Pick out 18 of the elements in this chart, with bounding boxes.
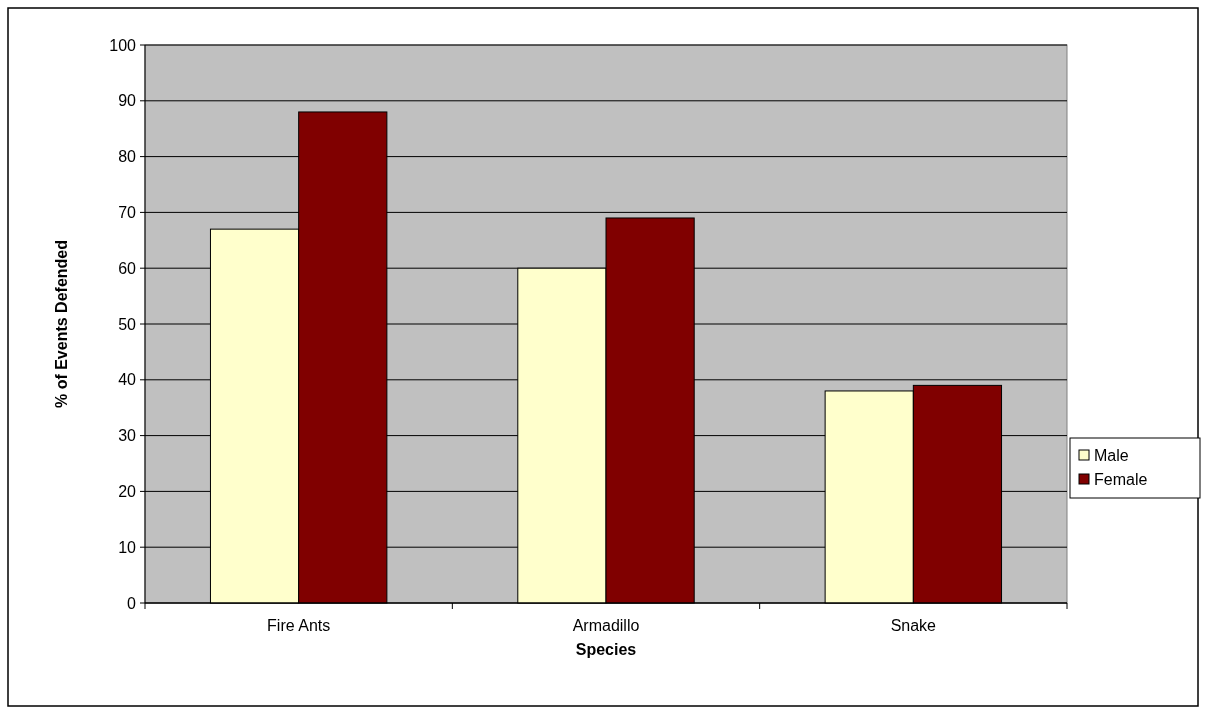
y-tick-label: 60: [118, 259, 137, 277]
x-tick-label: Armadillo: [572, 617, 640, 634]
legend-label: Male: [1094, 446, 1129, 464]
legend-label: Female: [1094, 470, 1148, 488]
y-tick-label: 30: [118, 427, 137, 445]
y-tick-label: 0: [127, 594, 137, 612]
y-tick-label: 80: [118, 148, 137, 166]
x-tick-label: Snake: [890, 617, 937, 634]
y-tick-label: 40: [118, 371, 137, 389]
x-tick-label: Fire Ants: [267, 617, 331, 634]
y-tick-label: 20: [118, 483, 137, 500]
y-tick-label: 10: [118, 538, 137, 556]
x-axis-title: Species: [575, 641, 637, 658]
y-tick-label: 50: [118, 315, 137, 333]
y-axis-title: % of Events Defended: [53, 239, 70, 409]
y-tick-label: 70: [118, 204, 137, 221]
y-tick-label: 90: [118, 92, 137, 110]
y-tick-label: 100: [109, 36, 137, 54]
